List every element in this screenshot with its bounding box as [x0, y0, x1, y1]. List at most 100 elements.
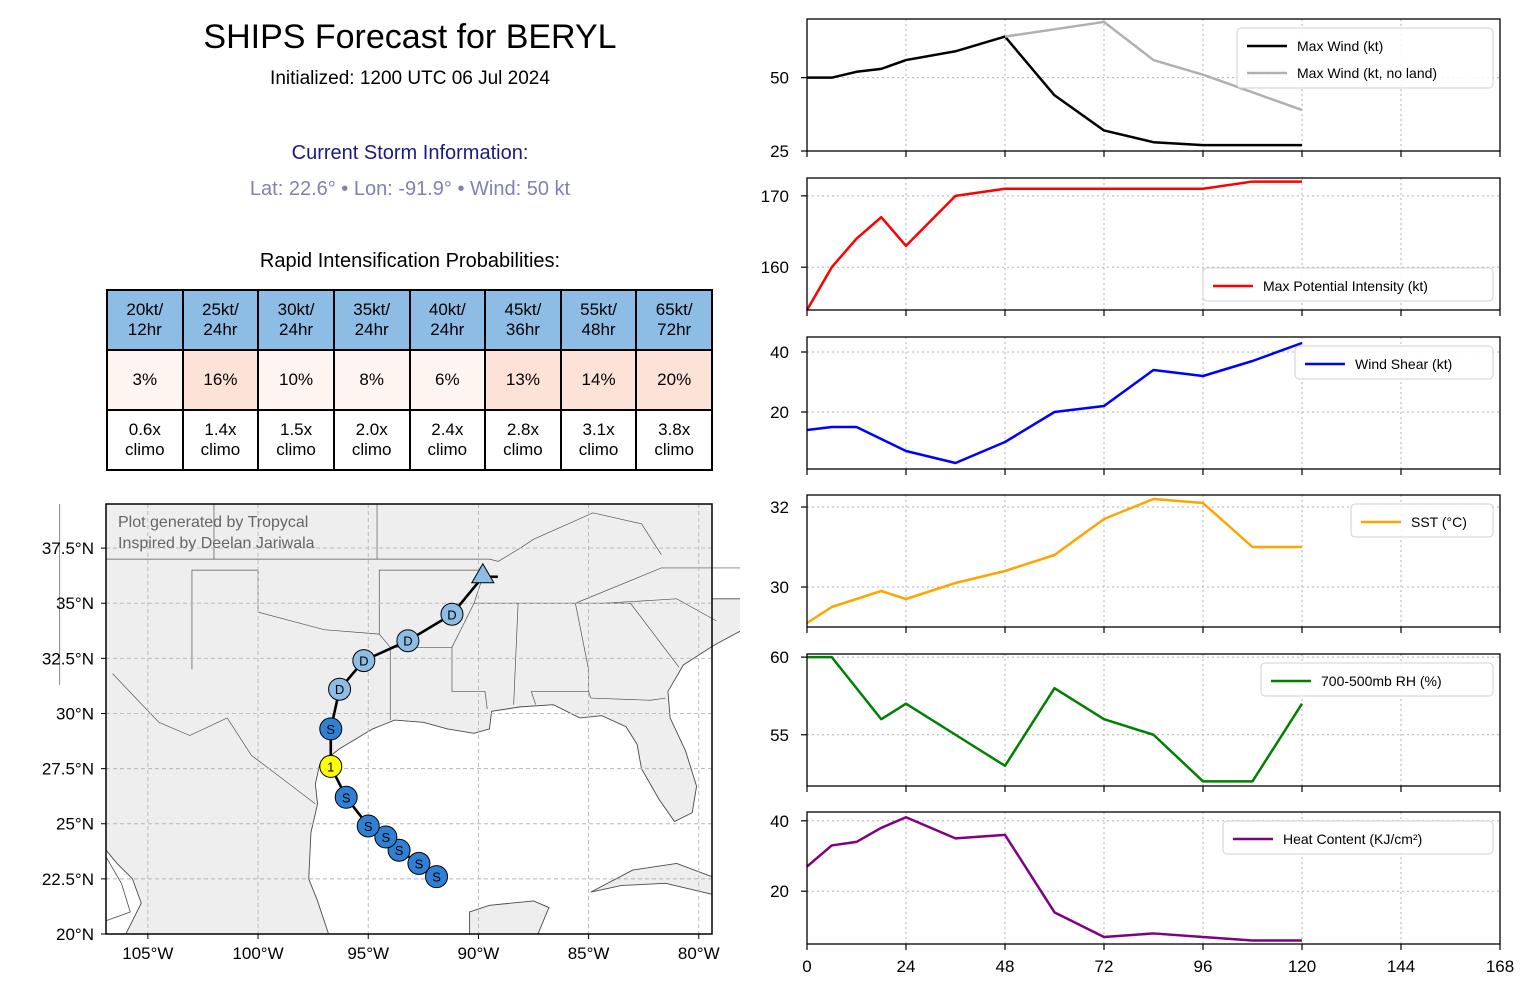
y-tick-label: 20 — [770, 403, 789, 422]
y-tick-label: 160 — [761, 258, 789, 277]
ri-climo-line: 2.8x — [506, 420, 539, 439]
ri-climo-cell: 1.5x climo — [257, 409, 335, 471]
map-lat-tick-label: 27.5°N — [42, 760, 94, 779]
track-point-marker — [356, 814, 380, 838]
ri-probability-cell: 14% — [559, 349, 638, 411]
map-lon-tick-label: 95°W — [347, 944, 389, 963]
ri-header-line: 55kt/ — [580, 300, 617, 319]
ri-climo-cell: 1.4x climo — [181, 409, 260, 471]
ri-header-cell: 55kt/48hr — [559, 289, 638, 351]
ri-header-line: 24hr — [354, 320, 389, 339]
ri-climo-line: 2.4x — [431, 420, 464, 439]
series-line — [805, 180, 1302, 311]
legend-label: 700-500mb RH (%) — [1321, 673, 1442, 689]
map-lat-tick-label: 20°N — [56, 925, 94, 944]
ri-climo-line: 1.4x — [204, 420, 237, 439]
ri-climo-line: 2.0x — [355, 420, 388, 439]
legend-label: Max Wind (kt) — [1297, 38, 1383, 54]
chart-panel: 20 40 Wind Shear (kt) — [770, 336, 1501, 475]
y-tick-label: 25 — [770, 142, 789, 161]
ri-header-row: 20kt/12hr 25kt/24hr 30kt/24hr 35kt/24hr 40… — [106, 289, 713, 351]
chart-panel: 0 24 48 72 96 120 144 168 20 40 Heat Content (KJ/c… — [770, 811, 1514, 976]
track-point-marker — [319, 754, 343, 778]
ri-header-cell: 45kt/36hr — [484, 289, 562, 351]
legend-box — [1236, 27, 1494, 89]
track-point-marker — [407, 851, 431, 875]
chart-frame — [806, 177, 1501, 311]
track-point-marker — [334, 785, 358, 809]
track-point-label: S — [326, 722, 335, 737]
legend-box — [1202, 267, 1494, 302]
ri-header-cell: 65kt/72hr — [635, 289, 713, 351]
ri-header-line: 12hr — [127, 320, 162, 339]
ri-header-line: 30kt/ — [277, 300, 315, 319]
ri-header-line: 72hr — [657, 320, 692, 339]
ri-climo-line: climo — [578, 440, 619, 459]
map-lon-tick-label: 85°W — [568, 944, 610, 963]
x-tick-label: 96 — [1194, 957, 1213, 976]
track-point-label: S — [364, 819, 373, 834]
y-tick-label: 32 — [770, 498, 789, 517]
map-border — [575, 602, 680, 668]
ri-header-cell: 25kt/24hr — [181, 289, 260, 351]
chart-frame — [806, 494, 1501, 628]
ri-climo-line: climo — [654, 440, 695, 459]
x-tick-label: 72 — [1095, 957, 1114, 976]
ri-climo-line: climo — [276, 440, 316, 459]
track-point-label: S — [432, 870, 441, 885]
chart-body: 25 50 Max Wind (kt) Max Wind (kt, no land) 1… — [761, 18, 1514, 976]
ri-probability-cell: 8% — [332, 349, 411, 411]
ri-heading: Rapid Intensification Probabilities: — [259, 250, 561, 272]
ri-header-line: 24hr — [279, 320, 314, 339]
x-tick-label: 0 — [802, 957, 811, 976]
ri-header-line: 20kt/ — [126, 300, 164, 319]
track-point-marker — [425, 865, 449, 889]
ri-probability-table: 20kt/12hr 25kt/24hr 30kt/24hr 35kt/24hr 40… — [106, 289, 713, 471]
track-point-marker — [440, 602, 464, 626]
ri-climo-line: climo — [427, 440, 468, 459]
chart-frame — [806, 336, 1501, 470]
y-tick-label: 50 — [770, 69, 789, 88]
y-tick-label: 60 — [770, 648, 789, 667]
map-lat-tick-label: 32.5°N — [42, 649, 94, 668]
ri-probability-cell: 10% — [257, 349, 335, 411]
ri-climo-line: climo — [124, 440, 165, 459]
legend-box — [1350, 503, 1494, 538]
ri-climo-line: climo — [200, 440, 241, 459]
series-line — [807, 35, 1302, 147]
series-line — [807, 655, 1304, 783]
chart-panel: 55 60 700-500mb RH (%) — [770, 648, 1501, 792]
x-tick-label: 144 — [1387, 957, 1415, 976]
chart-frame — [806, 18, 1501, 152]
map-lat-tick-label: 22.5°N — [42, 870, 94, 889]
ri-header-line: 36hr — [505, 320, 540, 339]
map-lon-tick-label: 90°W — [458, 944, 500, 963]
chart-frame — [806, 811, 1501, 945]
x-tick-label: 24 — [897, 957, 916, 976]
ri-climo-line: 3.1x — [582, 420, 615, 439]
ri-climo-row: 0.6x climo 1.4x climo 1.5x climo 2.0x climo 2.… — [106, 409, 713, 471]
map-land — [105, 503, 740, 935]
ri-climo-line: 3.8x — [658, 420, 691, 439]
legend-label: Wind Shear (kt) — [1355, 356, 1452, 372]
series-line — [1004, 20, 1303, 112]
series-line — [806, 816, 1302, 942]
x-tick-label: 168 — [1486, 957, 1514, 976]
ri-header-cell: 35kt/24hr — [332, 289, 411, 351]
ri-climo-cell: 2.4x climo — [408, 409, 487, 471]
track-point-marker — [319, 717, 343, 741]
ri-header-cell: 20kt/12hr — [106, 289, 184, 351]
ri-probability-cell: 13% — [484, 349, 562, 411]
y-tick-label: 40 — [770, 812, 789, 831]
series-line — [806, 341, 1303, 465]
chart-panel: 30 32 SST (°C) — [770, 494, 1501, 633]
ri-probability-cell: 3% — [106, 349, 184, 411]
ri-header-line: 45kt/ — [504, 300, 542, 319]
y-tick-label: 20 — [770, 882, 789, 901]
ri-climo-line: 1.5x — [279, 420, 313, 439]
ri-climo-line: climo — [351, 440, 392, 459]
y-tick-label: 30 — [770, 578, 789, 597]
ri-climo-cell: 0.6x climo — [106, 409, 184, 471]
